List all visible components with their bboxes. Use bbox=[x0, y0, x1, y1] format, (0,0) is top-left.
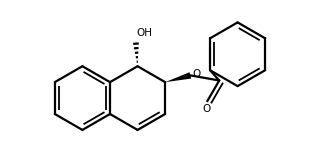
Text: OH: OH bbox=[137, 28, 153, 38]
Text: O: O bbox=[202, 104, 211, 114]
Text: O: O bbox=[193, 69, 201, 79]
Polygon shape bbox=[165, 72, 191, 82]
